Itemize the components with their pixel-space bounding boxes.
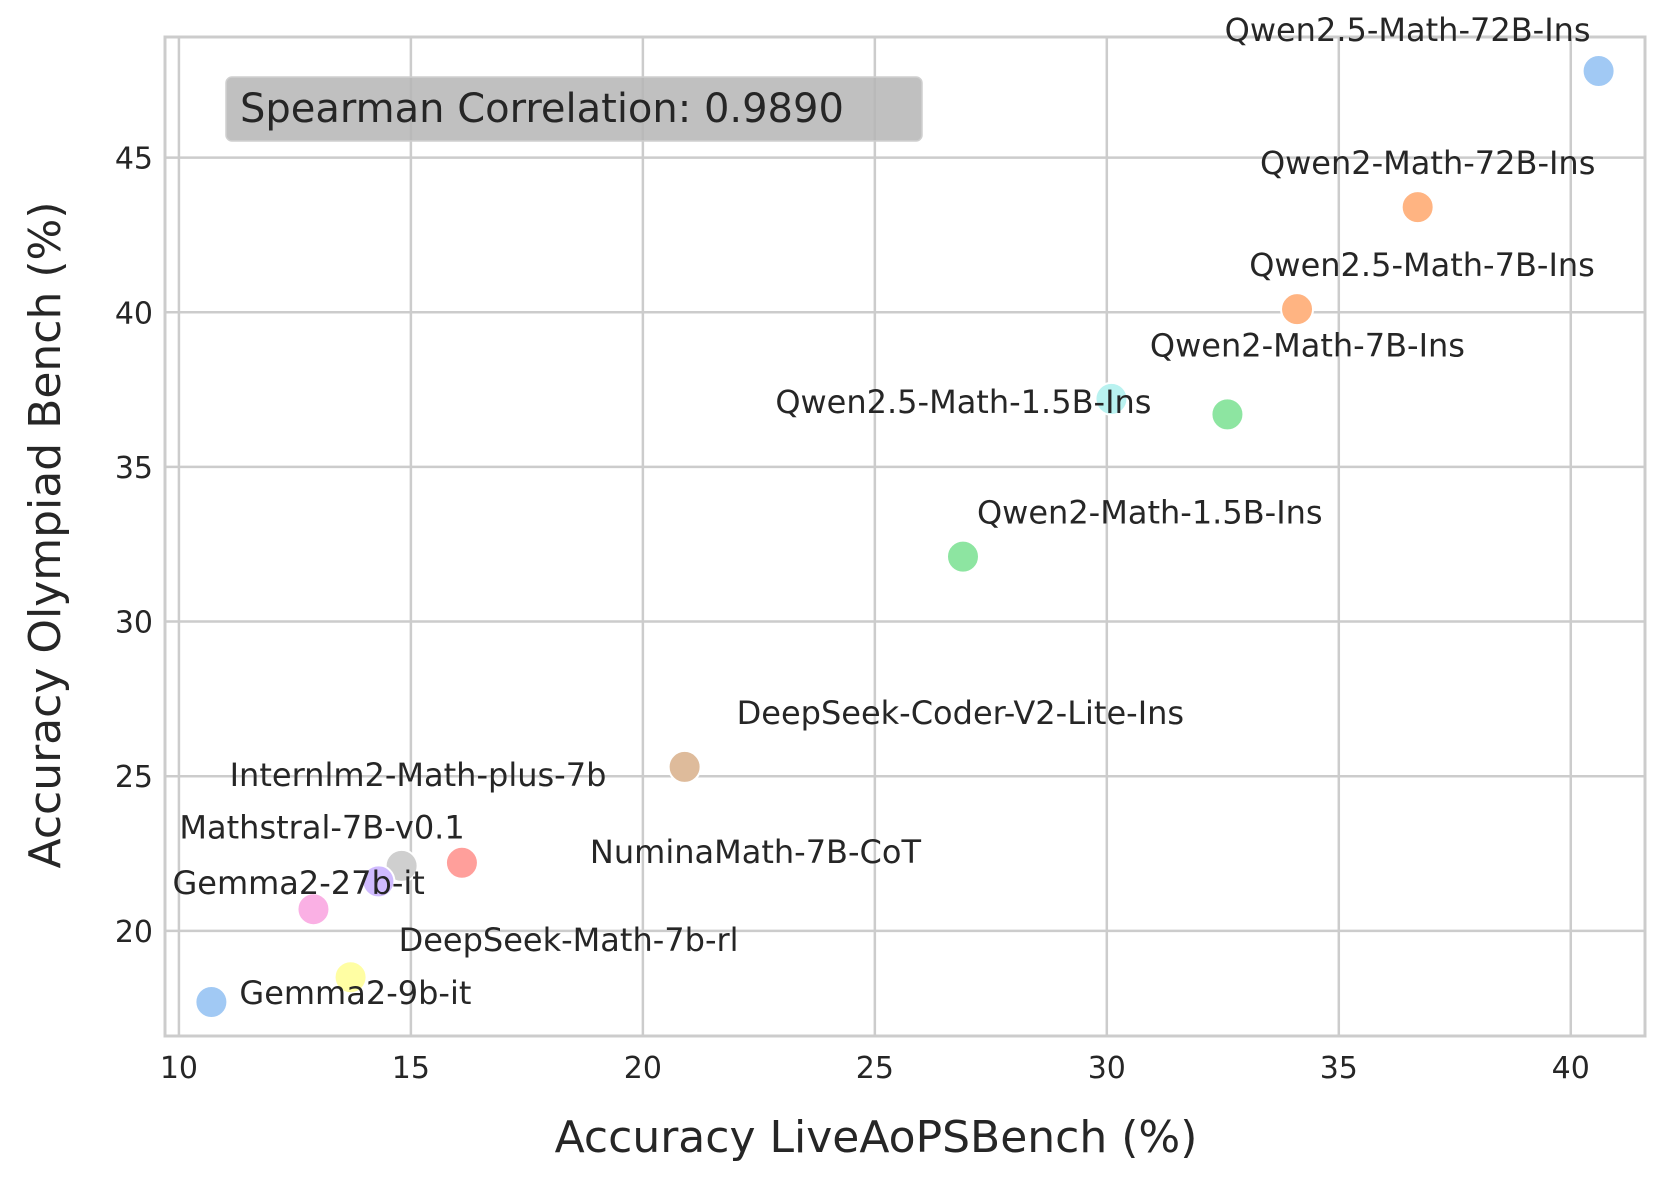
data-point bbox=[1581, 54, 1616, 89]
data-points bbox=[194, 54, 1616, 1019]
grid-lines bbox=[165, 37, 1645, 1036]
x-tick-label: 35 bbox=[1320, 1051, 1358, 1086]
data-point bbox=[1400, 190, 1435, 225]
data-point bbox=[333, 960, 368, 995]
data-point bbox=[444, 845, 479, 880]
y-tick-label: 40 bbox=[115, 296, 153, 331]
data-point bbox=[361, 864, 396, 899]
annotation-text: Spearman Correlation: 0.9890 bbox=[240, 86, 844, 132]
data-point-label: Mathstral-7B-v0.1 bbox=[179, 808, 464, 846]
y-tick-label: 25 bbox=[115, 760, 153, 795]
x-tick-label: 40 bbox=[1552, 1051, 1590, 1086]
data-point bbox=[194, 984, 229, 1019]
x-axis-title: Accuracy LiveAoPSBench (%) bbox=[555, 1112, 1198, 1163]
point-labels: Qwen2.5-Math-72B-Ins Qwen2-Math-72B-Ins Qw… bbox=[172, 11, 1595, 1012]
data-point bbox=[1094, 381, 1129, 416]
data-point-label: NuminaMath-7B-CoT bbox=[590, 833, 922, 871]
y-tick-label: 45 bbox=[115, 142, 153, 177]
data-point-label: Qwen2-Math-7B-Ins bbox=[1150, 326, 1465, 364]
x-tick-label: 30 bbox=[1088, 1051, 1126, 1086]
data-point-label: Qwen2.5-Math-7B-Ins bbox=[1249, 246, 1595, 284]
x-tick-label: 15 bbox=[392, 1051, 430, 1086]
data-point bbox=[945, 539, 980, 574]
data-point-label: DeepSeek-Math-7b-rl bbox=[399, 921, 739, 959]
y-tick-label: 20 bbox=[115, 915, 153, 950]
data-point bbox=[1210, 397, 1245, 432]
y-axis-title: Accuracy Olympiad Bench (%) bbox=[20, 201, 71, 868]
y-tick-label: 30 bbox=[115, 606, 153, 641]
data-point-label: DeepSeek-Coder-V2-Lite-Ins bbox=[737, 694, 1184, 732]
data-point-label: Gemma2-27b-it bbox=[172, 864, 424, 902]
data-point bbox=[667, 749, 702, 784]
plot-frame bbox=[163, 35, 1647, 1038]
tick-labels: 10 15 20 25 30 35 40 20 25 30 35 40 45 bbox=[115, 142, 1590, 1086]
data-point-label: Internlm2-Math-plus-7b bbox=[230, 756, 607, 794]
x-tick-label: 10 bbox=[160, 1051, 198, 1086]
data-point bbox=[1280, 292, 1315, 327]
data-point bbox=[296, 892, 331, 927]
y-tick-label: 35 bbox=[115, 451, 153, 486]
data-point-label: Qwen2-Math-72B-Ins bbox=[1260, 144, 1595, 182]
correlation-annotation: Spearman Correlation: 0.9890 bbox=[225, 76, 923, 142]
data-point-label: Qwen2-Math-1.5B-Ins bbox=[977, 494, 1323, 532]
data-point-label: Qwen2.5-Math-72B-Ins bbox=[1225, 11, 1591, 49]
x-tick-label: 20 bbox=[624, 1051, 662, 1086]
annotation-box bbox=[225, 76, 923, 142]
x-tick-label: 25 bbox=[856, 1051, 894, 1086]
data-point-label: Qwen2.5-Math-1.5B-Ins bbox=[775, 383, 1151, 421]
data-point-label: Gemma2-9b-it bbox=[239, 974, 471, 1012]
